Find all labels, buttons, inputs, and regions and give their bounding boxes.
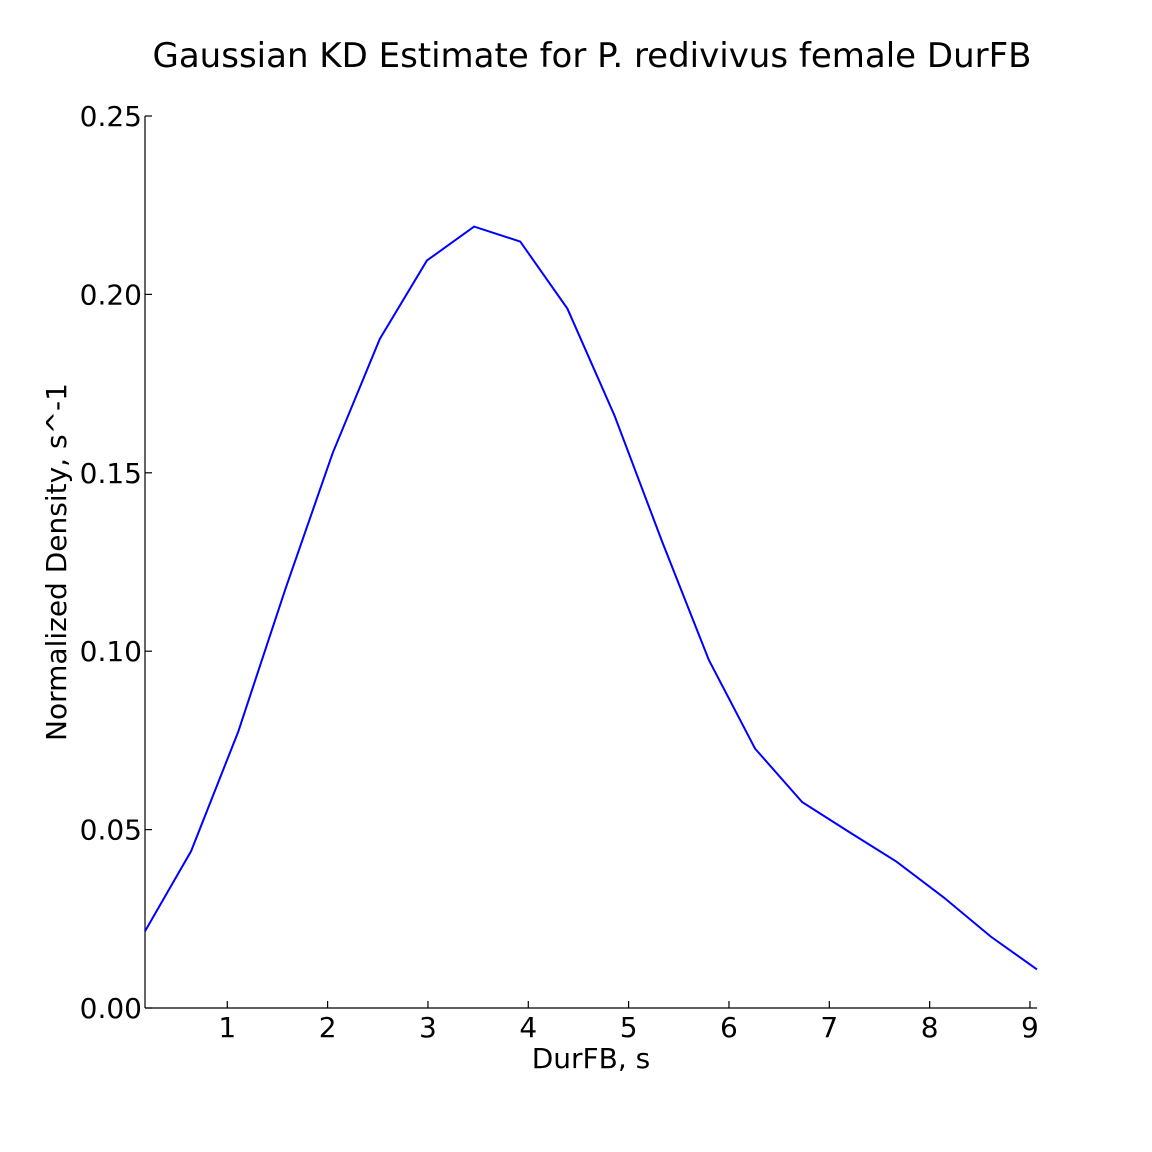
y-tick-label: 0.00	[80, 992, 142, 1025]
x-tick-label: 3	[419, 1011, 437, 1044]
x-tick-label: 5	[620, 1011, 638, 1044]
x-tick-label: 4	[519, 1011, 537, 1044]
x-tick-label: 9	[1021, 1011, 1039, 1044]
y-tick-label: 0.10	[80, 635, 142, 668]
x-axis-ticks: 1 2 3 4 5 6 7 8 9	[218, 1001, 1039, 1044]
density-line	[144, 225, 1038, 971]
x-tick-label: 8	[921, 1011, 939, 1044]
y-tick-label: 0.15	[80, 457, 142, 490]
y-tick-label: 0.05	[80, 814, 142, 847]
chart-title: Gaussian KD Estimate for P. redivivus fe…	[153, 36, 1032, 76]
x-tick-label: 1	[218, 1011, 236, 1044]
x-tick-label: 7	[820, 1011, 838, 1044]
series-group	[144, 225, 1038, 971]
y-tick-label: 0.20	[80, 278, 142, 311]
y-tick-label: 0.25	[80, 100, 142, 133]
x-axis-label: DurFB, s	[532, 1042, 651, 1075]
x-tick-label: 2	[319, 1011, 337, 1044]
y-axis-label: Normalized Density, s^-1	[40, 383, 73, 741]
x-tick-label: 6	[720, 1011, 738, 1044]
y-axis-ticks: 0.00 0.05 0.10 0.15 0.20 0.25	[80, 100, 152, 1025]
plot-area: 1 2 3 4 5 6 7 8 9 0.00 0.05 0.10 0.15 0.20 0.25	[80, 100, 1039, 1044]
